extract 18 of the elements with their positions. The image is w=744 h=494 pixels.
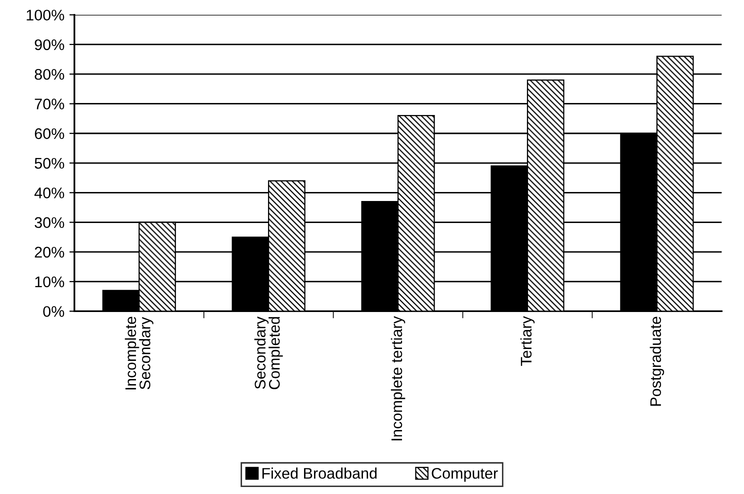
y-tick-label: 30%: [34, 217, 64, 228]
y-tick-label: 100%: [26, 10, 64, 21]
y-tick-label: 80%: [34, 68, 64, 80]
y-tick-label: 40%: [34, 188, 64, 198]
x-tick-label: Incomplete tertiary: [390, 316, 406, 440]
y-tick-label: 20%: [34, 246, 64, 258]
y-tick-label: 70%: [34, 98, 64, 110]
y-tick-label: 60%: [34, 128, 64, 140]
x-tick-label: Postgraduate: [650, 316, 664, 406]
x-tick-label: Tertiary: [520, 316, 535, 366]
y-tick-label: 50%: [34, 158, 64, 169]
legend-label: Computer: [432, 468, 498, 482]
x-tick-label: Incomplete Secondary: [124, 316, 154, 390]
y-tick-label: 0%: [43, 306, 64, 317]
y-tick-label: 10%: [35, 276, 64, 288]
y-tick-label: 90%: [34, 39, 64, 50]
legend-label: Fixed Broadband: [262, 468, 377, 479]
x-tick-label: Secondary Completed: [254, 316, 283, 390]
